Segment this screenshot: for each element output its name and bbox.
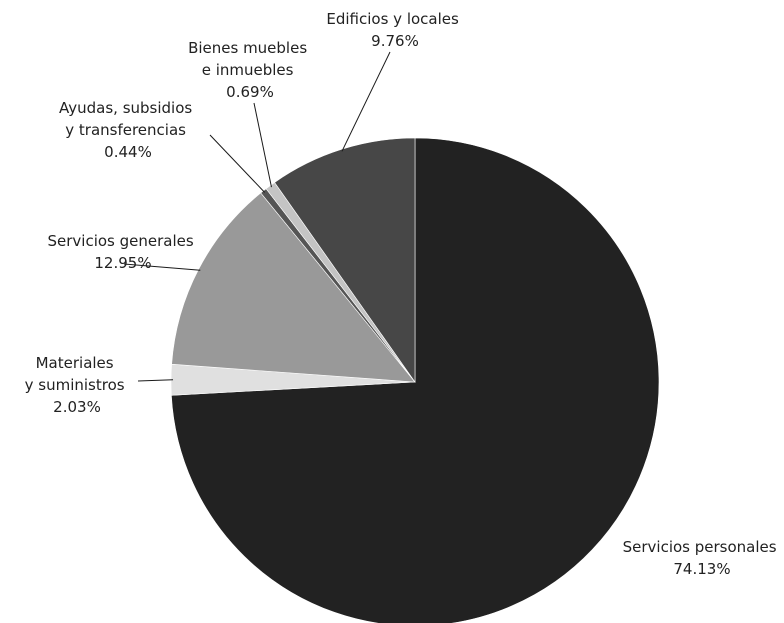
- label-materiales-y-suministros: Materiales y suministros 2.03%: [25, 354, 130, 416]
- label-servicios-generales: Servicios generales 12.95%: [48, 232, 199, 272]
- leader-lines: [123, 51, 391, 382]
- pie-slice-edificios-y-locales: [274, 137, 416, 383]
- pie-slices: [170, 137, 660, 623]
- leader-line-edificios-y-locales: [341, 51, 391, 152]
- leader-line-servicios-generales: [123, 263, 201, 271]
- label-bienes-line1: Bienes muebles: [188, 39, 307, 57]
- label-materiales-line1: Materiales: [36, 354, 114, 372]
- label-ayudas-value: 0.44%: [104, 143, 152, 161]
- leader-line-materiales-y-suministros: [137, 379, 174, 382]
- label-bienes-muebles: Bienes muebles e inmuebles 0.69%: [188, 39, 312, 101]
- leader-line-ayudas-subsidios-y-transferencias: [209, 134, 266, 193]
- label-servicios-generales-line1: Servicios generales: [48, 232, 194, 250]
- label-edificios-y-locales: Edificios y locales 9.76%: [326, 10, 463, 50]
- label-bienes-line2: e inmuebles: [202, 61, 294, 79]
- label-ayudas-subsidios: Ayudas, subsidios y transferencias 0.44%: [59, 99, 197, 161]
- pie-slice-servicios-generales: [171, 192, 416, 383]
- label-bienes-value: 0.69%: [226, 83, 274, 101]
- label-edificios-line1: Edificios y locales: [326, 10, 459, 28]
- label-ayudas-line2: y transferencias: [65, 121, 186, 139]
- label-edificios-value: 9.76%: [371, 32, 419, 50]
- label-materiales-line2: y suministros: [25, 376, 125, 394]
- label-servicios-personales-value: 74.13%: [673, 560, 730, 578]
- label-servicios-generales-value: 12.95%: [94, 254, 151, 272]
- label-ayudas-line1: Ayudas, subsidios: [59, 99, 192, 117]
- label-servicios-personales-line1: Servicios personales: [623, 538, 777, 556]
- label-servicios-personales: Servicios personales 74.13%: [623, 538, 782, 578]
- leader-line-bienes-muebles-e-inmuebles: [253, 102, 272, 188]
- label-materiales-value: 2.03%: [53, 398, 101, 416]
